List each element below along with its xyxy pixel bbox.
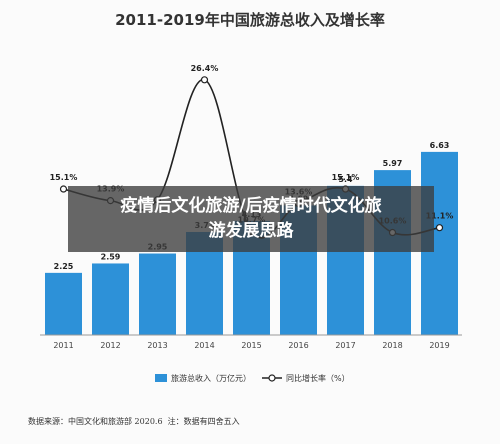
source-note: 数据来源：中国文化和旅游部 2020.6 注：数据有四舍五入	[28, 416, 488, 427]
bar-label-2012: 2.59	[101, 252, 121, 261]
bar-label-2011: 2.25	[54, 262, 74, 271]
article-title-overlay: 疫情后文化旅游/后疫情时代文化旅 游发展思路	[68, 186, 434, 252]
x-tick-2016: 2016	[288, 341, 308, 350]
overlay-title-line-2: 游发展思路	[208, 221, 294, 241]
bar-2012	[92, 263, 129, 335]
x-tick-2017: 2017	[335, 341, 355, 350]
legend-label-growth: 同比增长率（%）	[286, 373, 350, 383]
bar-2013	[139, 253, 176, 335]
x-tick-2014: 2014	[194, 341, 214, 350]
growth-point-2019	[435, 224, 444, 232]
legend-swatch-revenue	[155, 374, 167, 382]
x-tick-2013: 2013	[147, 341, 167, 350]
source-org: 中国文化和旅游部	[68, 417, 132, 426]
chart-title: 2011-2019年中国旅游总收入及增长率	[115, 11, 385, 29]
bar-label-2019: 6.63	[430, 141, 450, 150]
growth-label-2017: 15.1%	[332, 173, 360, 182]
bar-label-2018: 5.97	[383, 159, 403, 168]
growth-point-2014	[200, 76, 209, 84]
growth-point-2011	[59, 185, 68, 193]
growth-label-2011: 15.1%	[50, 173, 78, 182]
source-label: 数据来源：	[28, 417, 68, 426]
legend-label-revenue: 旅游总收入（万亿元）	[171, 373, 251, 383]
legend: 旅游总收入（万亿元） 同比增长率（%）	[155, 373, 350, 383]
x-tick-labels: 2011 2012 2013 2014 2015 2016 2017 2018 2019	[53, 341, 449, 350]
note-text: 数据有四舍五入	[183, 417, 240, 426]
legend-marker-growth	[268, 374, 276, 382]
x-tick-2012: 2012	[100, 341, 120, 350]
bar-2011	[45, 272, 82, 335]
bar-label-2017: 5.4	[338, 175, 353, 184]
x-tick-2018: 2018	[382, 341, 402, 350]
overlay-title-line-1: 疫情后文化旅游/后疫情时代文化旅	[120, 196, 382, 216]
source-date: 2020.6	[134, 417, 163, 426]
x-tick-2015: 2015	[241, 341, 261, 350]
growth-label-2019: 11.1%	[426, 212, 454, 221]
growth-label-2014: 26.4%	[191, 64, 219, 73]
x-tick-2011: 2011	[53, 341, 73, 350]
note-label: 注：	[167, 417, 184, 426]
x-tick-2019: 2019	[429, 341, 449, 350]
